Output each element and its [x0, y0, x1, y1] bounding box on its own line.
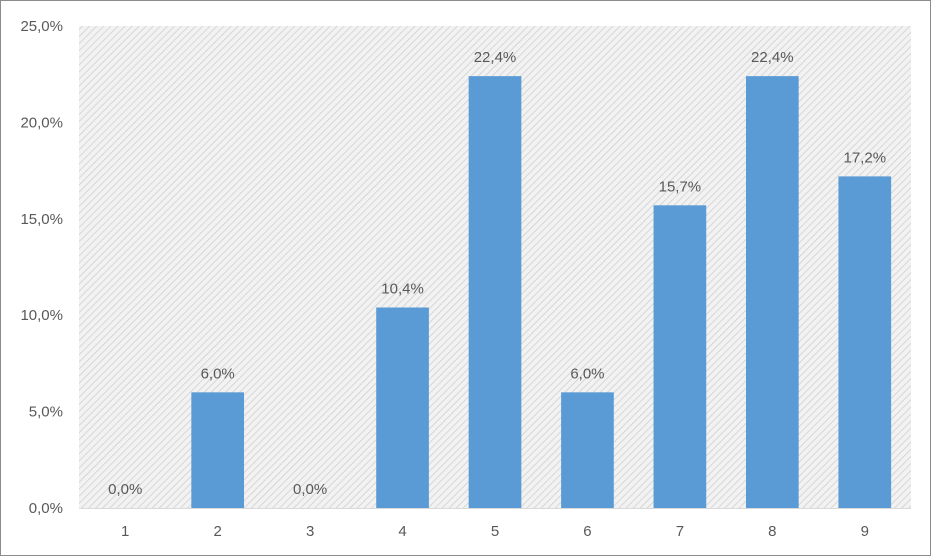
data-label: 0,0% — [108, 481, 142, 498]
y-tick-label: 10,0% — [20, 307, 63, 324]
x-tick-label: 1 — [121, 523, 129, 540]
data-label: 22,4% — [474, 49, 517, 66]
x-tick-label: 6 — [583, 523, 591, 540]
y-tick-label: 15,0% — [20, 211, 63, 228]
bar — [191, 392, 245, 508]
bar — [376, 307, 429, 508]
y-tick-label: 0,0% — [29, 500, 63, 517]
data-label: 10,4% — [381, 280, 424, 297]
bar — [468, 76, 522, 509]
x-tick-label: 8 — [768, 523, 776, 540]
bar — [653, 205, 707, 508]
x-tick-label: 4 — [398, 523, 406, 540]
data-label: 0,0% — [293, 481, 327, 498]
data-label: 17,2% — [844, 149, 887, 166]
bar — [561, 392, 614, 508]
x-tick-label: 9 — [861, 523, 869, 540]
data-label: 22,4% — [751, 49, 794, 66]
bar — [745, 76, 799, 509]
y-tick-label: 20,0% — [20, 114, 63, 131]
y-tick-label: 25,0% — [20, 18, 63, 35]
y-axis: 0,0% 5,0% 10,0% 15,0% 20,0% 25,0% — [20, 18, 63, 517]
x-tick-label: 7 — [676, 523, 684, 540]
bar-series — [191, 76, 892, 509]
bar — [838, 176, 892, 508]
x-tick-label: 3 — [306, 523, 314, 540]
data-labels: 0,0% 6,0% 0,0% 10,4% 22,4% 6,0% 15,7% 22,4% 17,2… — [108, 49, 886, 498]
x-axis: 1 2 3 4 5 6 7 8 9 — [79, 508, 911, 540]
x-tick-label: 2 — [213, 523, 221, 540]
data-label: 6,0% — [570, 365, 604, 382]
x-tick-label: 5 — [491, 523, 499, 540]
data-label: 15,7% — [659, 178, 702, 195]
y-tick-label: 5,0% — [29, 404, 63, 421]
data-label: 6,0% — [201, 365, 235, 382]
